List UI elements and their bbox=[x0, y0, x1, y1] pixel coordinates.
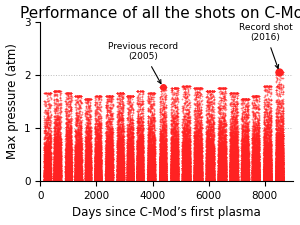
X-axis label: Days since C-Mod’s first plasma: Days since C-Mod’s first plasma bbox=[72, 207, 261, 219]
Title: Performance of all the shots on C-Mod: Performance of all the shots on C-Mod bbox=[20, 6, 300, 20]
Text: Record shot
(2016): Record shot (2016) bbox=[238, 23, 292, 68]
Text: Previous record
(2005): Previous record (2005) bbox=[108, 42, 178, 83]
Y-axis label: Max pressure (atm): Max pressure (atm) bbox=[6, 43, 19, 159]
